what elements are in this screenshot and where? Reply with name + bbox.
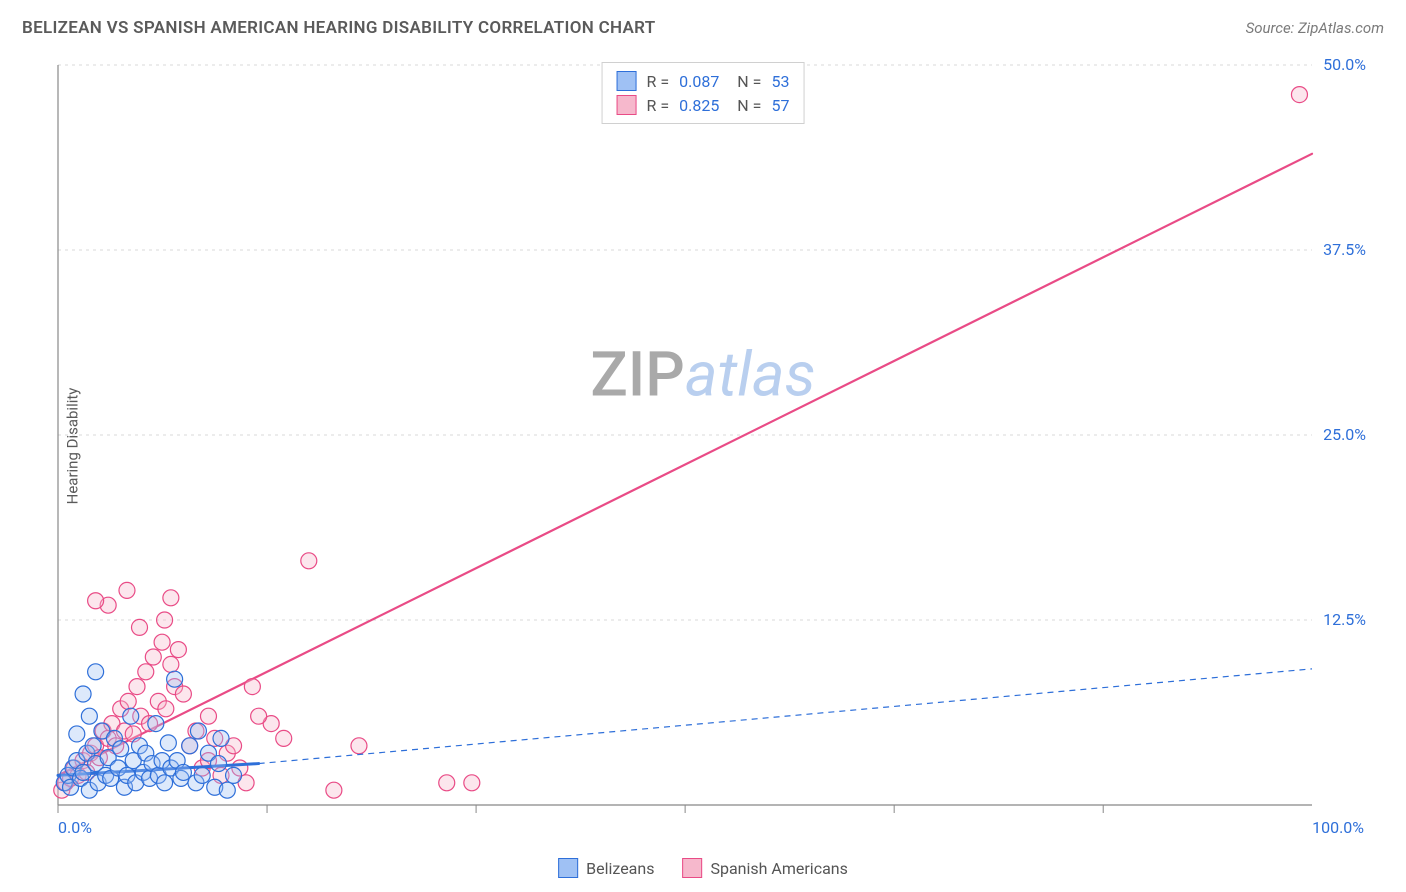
svg-text:37.5%: 37.5% [1323, 240, 1366, 259]
legend-label-spanish: Spanish Americans [710, 859, 847, 878]
legend-swatch-belizeans [558, 858, 578, 878]
stats-row-belizeans: R = 0.087 N = 53 [617, 69, 790, 93]
chart-header: BELIZEAN VS SPANISH AMERICAN HEARING DIS… [0, 0, 1406, 46]
svg-text:25.0%: 25.0% [1323, 425, 1366, 444]
svg-text:12.5%: 12.5% [1323, 610, 1366, 629]
svg-text:0.0%: 0.0% [58, 818, 92, 837]
legend-swatch-spanish [682, 858, 702, 878]
swatch-belizeans [617, 71, 637, 91]
scatter-plot: 12.5% 25.0% 37.5% 50.0% 0.0% 100.0% [52, 55, 1382, 845]
stats-row-spanish: R = 0.825 N = 57 [617, 93, 790, 117]
r-value-belizeans: 0.087 [679, 72, 719, 91]
n-value-belizeans: 53 [771, 72, 789, 91]
legend-item-spanish: Spanish Americans [682, 858, 847, 878]
svg-text:100.0%: 100.0% [1312, 818, 1364, 837]
legend-item-belizeans: Belizeans [558, 858, 654, 878]
chart-source: Source: ZipAtlas.com [1246, 19, 1384, 37]
svg-text:50.0%: 50.0% [1323, 55, 1366, 74]
chart-legend: Belizeans Spanish Americans [558, 858, 848, 878]
legend-label-belizeans: Belizeans [586, 859, 654, 878]
chart-title: BELIZEAN VS SPANISH AMERICAN HEARING DIS… [22, 18, 655, 38]
correlation-stats-box: R = 0.087 N = 53 R = 0.825 N = 57 [602, 62, 805, 124]
swatch-spanish [617, 95, 637, 115]
r-value-spanish: 0.825 [679, 96, 719, 115]
n-value-spanish: 57 [771, 96, 789, 115]
